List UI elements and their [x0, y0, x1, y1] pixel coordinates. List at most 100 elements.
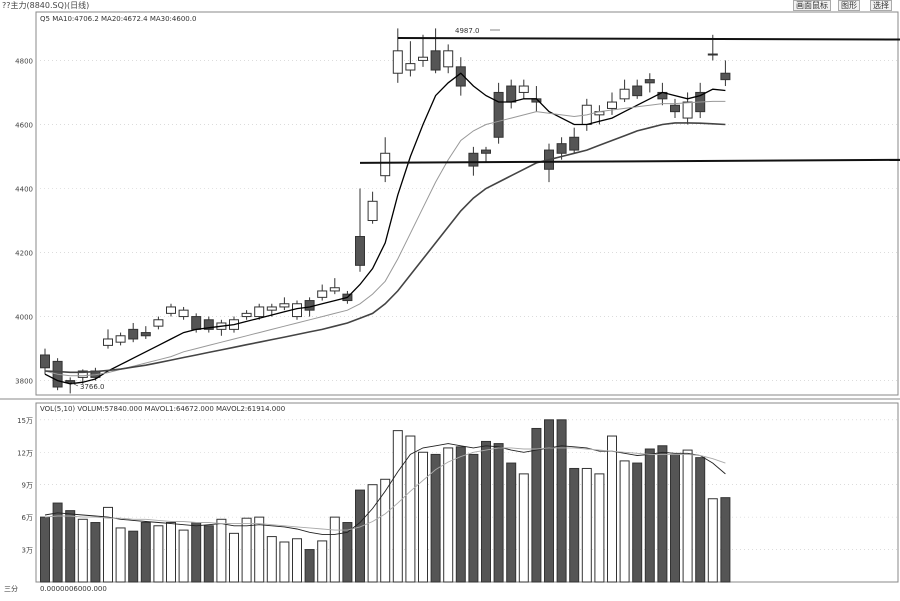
candle-body	[380, 152, 391, 177]
price-panel-frame	[35, 11, 899, 396]
price-tick-label: 4800	[15, 57, 33, 65]
trendline-2	[359, 158, 900, 164]
annotation-low-leader	[65, 379, 79, 387]
candle-body	[518, 85, 529, 93]
volume-legend: VOL(5,10) VOLUM:57840.000 MAVOL1:64672.0…	[40, 405, 285, 413]
volume-bar	[140, 522, 151, 583]
volume-bar	[279, 541, 290, 583]
menu-button-2[interactable]: 图形	[838, 0, 860, 11]
volume-tick-label: 9万	[22, 482, 33, 490]
candle-body	[166, 306, 176, 314]
candle-body	[682, 101, 693, 119]
ma-line-1	[44, 72, 726, 385]
volume-bar	[531, 427, 542, 583]
volume-bar	[329, 516, 340, 583]
candle-body	[191, 316, 202, 330]
annotation-low: 3766.0	[80, 383, 105, 391]
menu-button-1[interactable]: 画面鼠标	[793, 0, 831, 11]
volume-bar	[657, 445, 668, 583]
candle-body	[392, 50, 403, 74]
candle-body	[128, 328, 139, 340]
price-tick-label: 4200	[15, 250, 33, 258]
volume-bar	[443, 447, 454, 583]
annotation-high: 4987.0	[455, 27, 480, 35]
volume-bar	[115, 527, 126, 583]
price-tick-label: 4000	[15, 314, 33, 322]
candle-body	[607, 101, 617, 109]
candle-body	[292, 303, 302, 318]
candle-body	[40, 354, 50, 369]
candle-body	[443, 50, 454, 68]
volume-bar	[594, 473, 605, 583]
volume-bar	[153, 525, 164, 583]
candle-body	[279, 303, 290, 308]
volume-panel-frame	[35, 402, 899, 583]
candle-body	[632, 85, 643, 97]
volume-bar	[229, 532, 239, 583]
volume-ma-line-2	[44, 447, 726, 531]
volume-tick-label: 12万	[17, 449, 33, 457]
price-tick-label: 4600	[15, 121, 33, 129]
volume-bar	[468, 453, 479, 583]
volume-bar	[191, 522, 202, 583]
volume-bar	[380, 478, 391, 583]
candle-body	[569, 136, 580, 151]
volume-bar	[392, 430, 403, 583]
volume-bar	[644, 448, 655, 583]
volume-bar	[203, 525, 214, 583]
volume-bar	[569, 467, 580, 583]
candle-body	[556, 143, 567, 154]
candle-body	[153, 319, 164, 327]
window-title: ??主力(8840.SQ)(日线)	[2, 1, 90, 10]
menu-button-3[interactable]: 选择	[870, 0, 892, 11]
volume-tick-label: 6万	[22, 514, 33, 522]
volume-bar	[695, 457, 706, 583]
ma-line-3	[44, 122, 726, 374]
volume-bar	[619, 460, 630, 583]
candle-body	[367, 200, 378, 222]
volume-bar	[317, 540, 328, 583]
candle-body	[254, 306, 265, 318]
volume-bar	[581, 467, 592, 583]
candle-body	[355, 236, 365, 266]
candle-body	[670, 104, 680, 113]
volume-bar	[544, 419, 554, 583]
candle-body	[619, 88, 630, 100]
volume-bar	[405, 435, 416, 583]
volume-bar	[103, 506, 113, 583]
volume-bar	[241, 517, 252, 583]
volume-bar	[178, 529, 189, 583]
candle-body	[203, 319, 214, 330]
volume-bar	[40, 516, 50, 583]
candle-body	[644, 79, 655, 84]
ma-line-2	[44, 100, 726, 377]
volume-bar	[128, 530, 139, 583]
volume-bar	[493, 443, 504, 583]
volume-bar	[216, 518, 227, 583]
candle-body	[405, 63, 416, 71]
candle-body	[77, 370, 88, 378]
volume-bar	[367, 484, 378, 583]
volume-bar	[455, 446, 466, 583]
candle-body	[493, 91, 504, 138]
volume-bar	[720, 497, 731, 583]
volume-bar	[355, 489, 365, 583]
candle-body	[317, 290, 328, 298]
volume-bar	[65, 510, 76, 583]
volume-bar	[90, 522, 101, 583]
volume-bar	[430, 453, 441, 583]
candle-body	[481, 149, 491, 154]
volume-tick-label: 3万	[22, 547, 33, 555]
volume-bar	[682, 449, 693, 583]
footer-label: 三分	[4, 584, 18, 593]
volume-bar	[342, 522, 353, 583]
candle-body	[178, 309, 189, 318]
price-tick-label: 4400	[15, 185, 33, 193]
candle-body	[266, 306, 277, 311]
volume-bar	[292, 538, 302, 583]
volume-tick-label: 15万	[17, 417, 33, 425]
volume-bar	[707, 498, 718, 583]
volume-bar	[254, 516, 265, 583]
